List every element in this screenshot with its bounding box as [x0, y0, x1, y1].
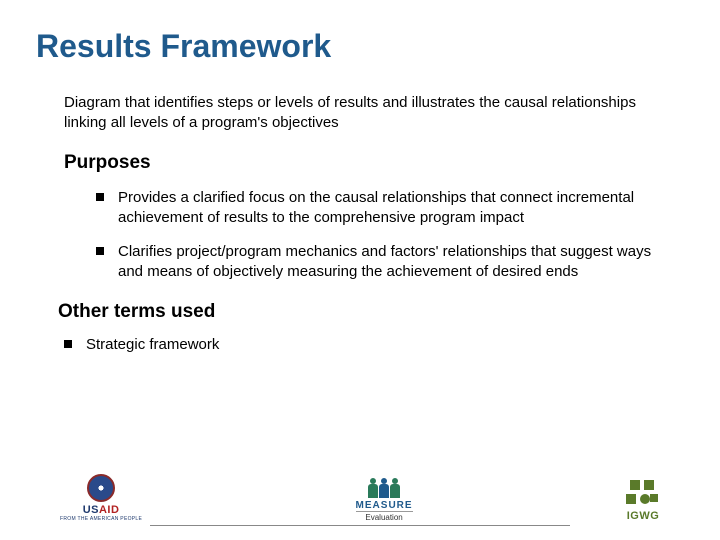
slide: Results Framework Diagram that identifie… — [0, 0, 720, 540]
measure-logo: MEASURE Evaluation — [356, 478, 413, 522]
usaid-tagline: FROM THE AMERICAN PEOPLE — [60, 516, 142, 522]
list-item: Provides a clarified focus on the causal… — [96, 188, 664, 229]
measure-people-icon — [368, 478, 400, 498]
purposes-heading: Purposes — [64, 152, 684, 174]
footer-logos: USAID FROM THE AMERICAN PEOPLE MEASURE E… — [0, 474, 720, 522]
footer-rule — [150, 525, 570, 526]
purposes-list: Provides a clarified focus on the causal… — [96, 188, 664, 283]
measure-text: MEASURE — [356, 500, 413, 511]
igwg-logo: IGWG — [626, 480, 660, 522]
list-item: Strategic framework — [64, 335, 664, 355]
list-item: Clarifies project/program mechanics and … — [96, 242, 664, 283]
igwg-icon — [626, 480, 660, 508]
other-terms-list: Strategic framework — [64, 335, 664, 355]
slide-title: Results Framework — [36, 28, 684, 65]
usaid-logo: USAID FROM THE AMERICAN PEOPLE — [60, 474, 142, 522]
measure-subtitle: Evaluation — [356, 511, 413, 522]
intro-text: Diagram that identifies steps or levels … — [64, 93, 674, 134]
other-terms-heading: Other terms used — [58, 301, 684, 323]
usaid-seal-icon — [87, 474, 115, 502]
usaid-text: USAID — [83, 504, 120, 516]
igwg-text: IGWG — [627, 510, 660, 522]
